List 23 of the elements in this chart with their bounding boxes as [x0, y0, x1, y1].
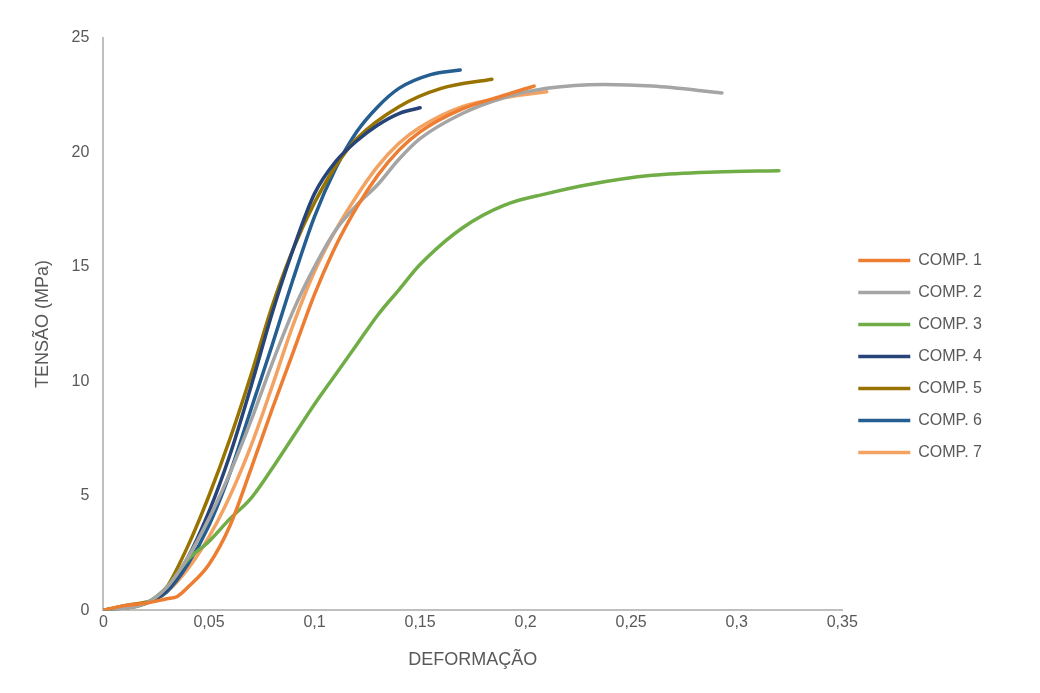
x-tick-label: 0,15 — [404, 613, 436, 631]
x-tick-label: 0,35 — [826, 613, 858, 631]
y-tick-label: 20 — [71, 142, 90, 160]
y-tick-label: 15 — [71, 257, 90, 275]
y-axis-title: TENSÃO (MPa) — [30, 260, 52, 389]
y-tick-label: 0 — [80, 600, 90, 618]
legend-label: COMP. 3 — [918, 314, 983, 332]
y-tick-label: 25 — [71, 28, 90, 46]
y-tick-label: 10 — [71, 371, 90, 389]
x-axis-title: DEFORMAÇÃO — [408, 648, 538, 670]
legend-label: COMP. 5 — [918, 378, 983, 396]
x-tick-label: 0,2 — [514, 613, 537, 631]
x-tick-label: 0,3 — [725, 613, 748, 631]
x-tick-label: 0,05 — [193, 613, 225, 631]
x-tick-label: 0,1 — [303, 613, 326, 631]
legend-label: COMP. 7 — [918, 442, 983, 460]
legend-label: COMP. 1 — [918, 250, 983, 268]
x-tick-label: 0 — [98, 613, 108, 631]
y-tick-label: 5 — [80, 486, 90, 504]
x-tick-label: 0,25 — [615, 613, 647, 631]
legend-label: COMP. 4 — [918, 346, 983, 364]
legend-label: COMP. 6 — [918, 410, 983, 428]
legend-label: COMP. 2 — [918, 282, 983, 300]
